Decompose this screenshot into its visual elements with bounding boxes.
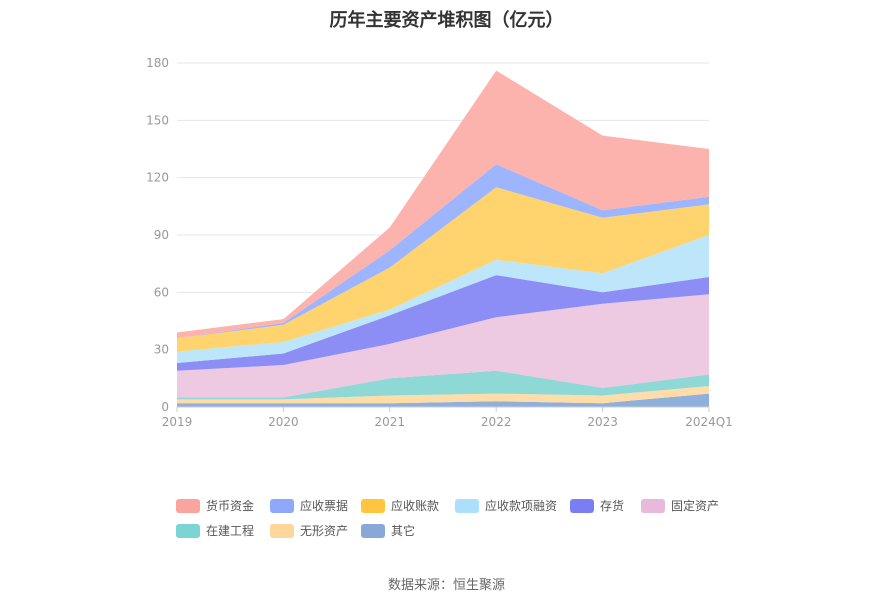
legend-label: 固定资产: [671, 498, 719, 513]
y-tick-label: 150: [146, 113, 169, 127]
data-source: 数据来源：恒生聚源: [387, 578, 505, 593]
y-tick-label: 0: [161, 400, 169, 414]
legend-item[interactable]: 应收账款: [361, 498, 439, 513]
y-tick-label: 60: [154, 285, 169, 299]
area-series-3: [177, 294, 709, 398]
area-series-4: [177, 275, 709, 371]
area-series-1: [177, 386, 709, 404]
legend-item[interactable]: 应收票据: [270, 498, 348, 513]
legend-label: 在建工程: [206, 523, 254, 538]
y-tick-label: 30: [154, 343, 169, 357]
legend-label: 应收票据: [300, 498, 348, 513]
y-tick-label: 180: [146, 56, 169, 70]
area-series-6: [177, 187, 709, 352]
x-tick-label: 2020: [268, 415, 299, 429]
legend-label: 无形资产: [300, 524, 348, 538]
y-tick-label: 120: [146, 171, 169, 185]
area-series-7: [177, 164, 709, 339]
chart-title: 历年主要资产堆积图（亿元）: [329, 10, 564, 31]
legend-swatch: [641, 499, 665, 513]
x-tick-label: 2024Q1: [685, 415, 733, 429]
legend-item[interactable]: 应收款项融资: [455, 498, 557, 513]
legend-item[interactable]: 在建工程: [176, 523, 254, 538]
axis-layer: 0 30 60 90 120 150 180 2019 2020 2021 2022 2023 2024…: [146, 56, 733, 429]
legend-swatch: [361, 499, 385, 513]
legend-item[interactable]: 货币资金: [176, 498, 254, 513]
area-series-2: [177, 370, 709, 400]
legend-label: 存货: [600, 498, 624, 513]
x-tick-label: 2022: [481, 415, 512, 429]
legend-item[interactable]: 无形资产: [270, 524, 348, 538]
legend-swatch: [455, 499, 479, 513]
area-series-8: [177, 70, 709, 339]
y-tick-label: 90: [154, 228, 169, 242]
legend-swatch: [361, 524, 385, 538]
legend-label: 货币资金: [206, 498, 254, 513]
legend-label: 其它: [391, 523, 415, 538]
legend-label: 应收账款: [391, 498, 439, 513]
legend-item[interactable]: 固定资产: [641, 498, 719, 513]
area-layer: [177, 70, 709, 407]
legend-item[interactable]: 其它: [361, 523, 415, 538]
legend-item[interactable]: 存货: [570, 498, 624, 513]
x-tick-label: 2021: [375, 415, 406, 429]
legend-swatch: [270, 499, 294, 513]
x-tick-label: 2023: [587, 415, 618, 429]
legend-swatch: [176, 524, 200, 538]
legend-label: 应收款项融资: [485, 498, 557, 513]
x-tick-label: 2019: [162, 415, 193, 429]
area-series-5: [177, 235, 709, 363]
legend-swatch: [570, 499, 594, 513]
area-series-0: [177, 393, 709, 407]
legend-swatch: [270, 524, 294, 538]
legend-swatch: [176, 499, 200, 513]
